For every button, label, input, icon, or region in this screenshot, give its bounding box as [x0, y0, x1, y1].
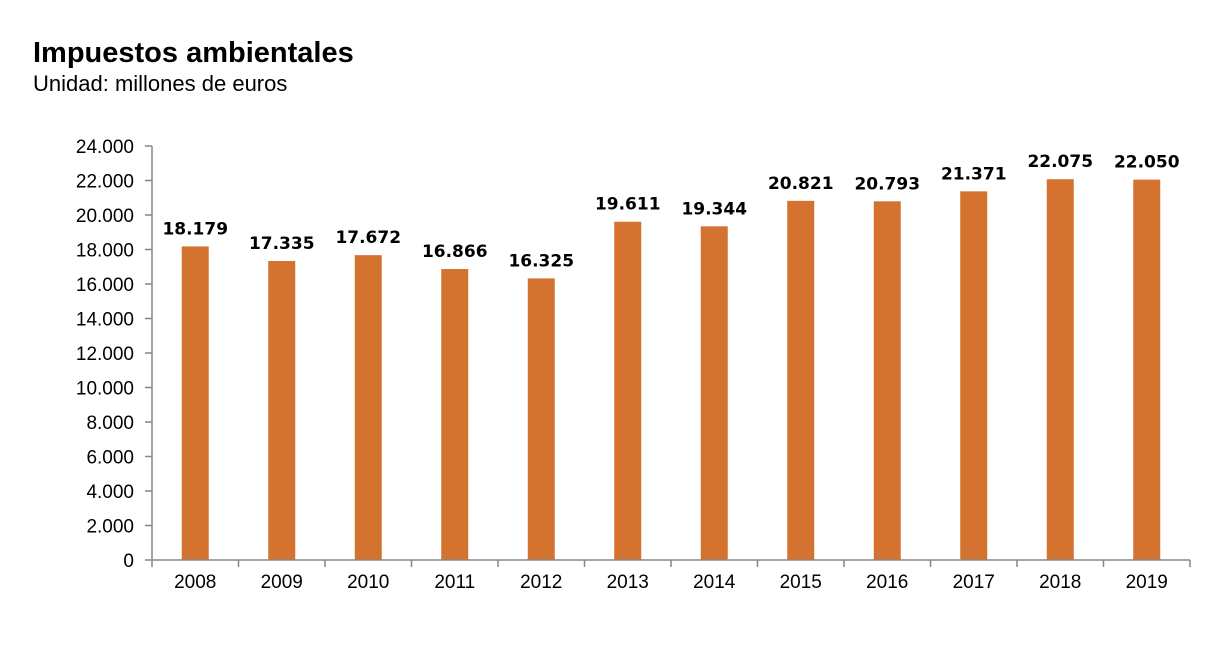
y-tick-label: 0	[123, 551, 134, 572]
y-tick-label: 20.000	[76, 206, 134, 227]
y-tick-label: 12.000	[76, 344, 134, 365]
data-label-2013: 19.611	[595, 195, 661, 215]
x-tick-label-2016: 2016	[866, 572, 908, 593]
y-tick-label: 6.000	[86, 448, 134, 469]
bar-2018	[1046, 179, 1074, 560]
y-tick-label: 8.000	[86, 413, 134, 434]
chart-subtitle: Unidad: millones de euros	[33, 71, 288, 96]
x-tick-label-2011: 2011	[434, 572, 475, 593]
bar-2014	[700, 226, 728, 560]
x-tick-label-2010: 2010	[347, 572, 389, 593]
bar-2012	[527, 278, 555, 560]
bar-2010	[354, 255, 382, 560]
y-tick-label: 4.000	[86, 482, 134, 503]
data-label-2017: 21.371	[941, 164, 1007, 184]
data-label-2016: 20.793	[854, 174, 920, 194]
x-tick-label-2012: 2012	[520, 572, 562, 593]
bar-2017	[960, 191, 988, 560]
data-label-2018: 22.075	[1027, 152, 1093, 172]
x-tick-label-2018: 2018	[1039, 572, 1081, 593]
x-tick-label-2013: 2013	[607, 572, 649, 593]
y-tick-label: 24.000	[76, 137, 134, 158]
data-label-2015: 20.821	[768, 174, 834, 194]
labels-group: 18.179 17.335 17.672 16.866 16.325 19.611 19.3…	[76, 137, 1180, 593]
bar-2015	[787, 200, 815, 560]
x-tick-label-2009: 2009	[261, 572, 303, 593]
data-label-2014: 19.344	[681, 199, 747, 219]
x-tick-label-2017: 2017	[953, 572, 995, 593]
bar-2016	[873, 201, 901, 560]
data-label-2011: 16.866	[422, 242, 488, 262]
x-tick-label-2019: 2019	[1126, 572, 1168, 593]
y-tick-label: 16.000	[76, 275, 134, 296]
y-tick-label: 22.000	[76, 172, 134, 193]
data-label-2019: 22.050	[1114, 153, 1180, 173]
bars-group	[181, 179, 1161, 560]
data-label-2010: 17.672	[335, 228, 401, 248]
y-tick-label: 2.000	[86, 517, 134, 538]
x-tick-label-2015: 2015	[780, 572, 822, 593]
bar-2009	[268, 260, 296, 560]
bar-2008	[181, 246, 209, 560]
bar-2019	[1133, 179, 1161, 560]
bar-2011	[441, 269, 469, 560]
y-tick-label: 10.000	[76, 379, 134, 400]
x-tick-label-2014: 2014	[693, 572, 736, 593]
x-tick-label-2008: 2008	[174, 572, 216, 593]
y-tick-label: 18.000	[76, 241, 134, 262]
data-label-2009: 17.335	[249, 234, 315, 254]
data-label-2008: 18.179	[162, 219, 228, 239]
data-label-2012: 16.325	[508, 251, 574, 271]
bar-2013	[614, 221, 642, 560]
axes-group	[145, 145, 1191, 567]
chart-title: Impuestos ambientales	[33, 37, 354, 69]
y-tick-label: 14.000	[76, 310, 134, 331]
